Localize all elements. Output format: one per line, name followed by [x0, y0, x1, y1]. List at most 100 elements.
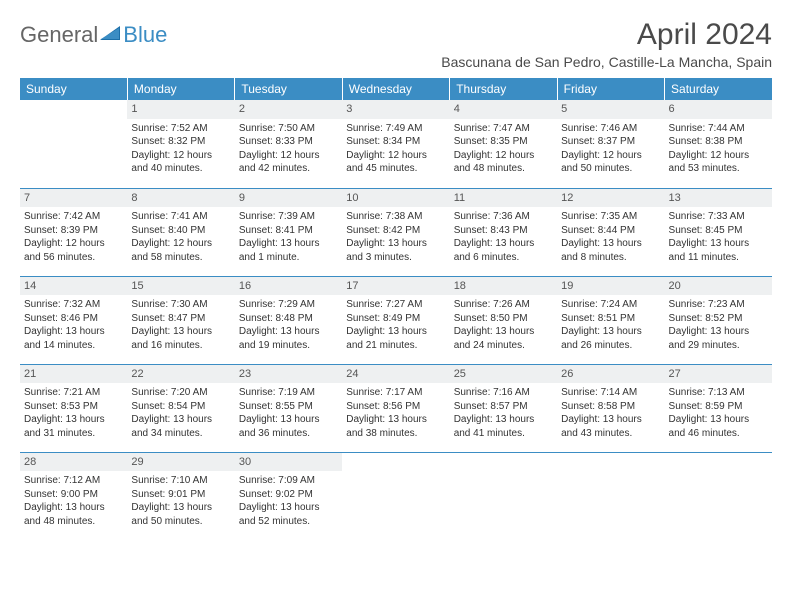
sunset-text: Sunset: 8:39 PM	[24, 224, 123, 238]
calendar-week-row: 14Sunrise: 7:32 AMSunset: 8:46 PMDayligh…	[20, 276, 772, 364]
sunset-text: Sunset: 8:57 PM	[454, 400, 553, 414]
sunset-text: Sunset: 9:01 PM	[131, 488, 230, 502]
daylight-text: Daylight: 13 hours and 46 minutes.	[669, 413, 768, 440]
calendar-cell: 8Sunrise: 7:41 AMSunset: 8:40 PMDaylight…	[127, 188, 234, 276]
calendar-cell: 7Sunrise: 7:42 AMSunset: 8:39 PMDaylight…	[20, 188, 127, 276]
daylight-text: Daylight: 13 hours and 11 minutes.	[669, 237, 768, 264]
calendar-cell	[20, 100, 127, 188]
daylight-text: Daylight: 13 hours and 6 minutes.	[454, 237, 553, 264]
sunset-text: Sunset: 8:40 PM	[131, 224, 230, 238]
sunset-text: Sunset: 8:53 PM	[24, 400, 123, 414]
calendar-week-row: 1Sunrise: 7:52 AMSunset: 8:32 PMDaylight…	[20, 100, 772, 188]
daylight-text: Daylight: 13 hours and 36 minutes.	[239, 413, 338, 440]
day-number: 7	[20, 189, 127, 208]
sunset-text: Sunset: 8:47 PM	[131, 312, 230, 326]
sunset-text: Sunset: 9:00 PM	[24, 488, 123, 502]
day-number: 27	[665, 365, 772, 384]
daylight-text: Daylight: 12 hours and 56 minutes.	[24, 237, 123, 264]
sunrise-text: Sunrise: 7:10 AM	[131, 474, 230, 488]
sunset-text: Sunset: 8:49 PM	[346, 312, 445, 326]
sunrise-text: Sunrise: 7:46 AM	[561, 122, 660, 136]
sunset-text: Sunset: 8:35 PM	[454, 135, 553, 149]
day-number: 30	[235, 453, 342, 472]
calendar-cell: 17Sunrise: 7:27 AMSunset: 8:49 PMDayligh…	[342, 276, 449, 364]
calendar-cell: 1 Sunrise: 7:52 AMSunset: 8:32 PMDaylight…	[127, 100, 234, 188]
header: General Blue April 2024 Bascunana de San…	[20, 18, 772, 70]
daylight-text: Daylight: 13 hours and 31 minutes.	[24, 413, 123, 440]
day-header: Saturday	[665, 78, 772, 100]
sunset-text: Sunset: 8:42 PM	[346, 224, 445, 238]
sunrise-text: Sunrise: 7:09 AM	[239, 474, 338, 488]
day-number: 5	[557, 100, 664, 119]
sunrise-text: Sunrise: 7:33 AM	[669, 210, 768, 224]
day-number: 21	[20, 365, 127, 384]
sunset-text: Sunset: 8:58 PM	[561, 400, 660, 414]
day-header: Thursday	[450, 78, 557, 100]
calendar-cell: 16Sunrise: 7:29 AMSunset: 8:48 PMDayligh…	[235, 276, 342, 364]
sunrise-text: Sunrise: 7:26 AM	[454, 298, 553, 312]
calendar-cell: 24Sunrise: 7:17 AMSunset: 8:56 PMDayligh…	[342, 364, 449, 452]
calendar-cell: 21Sunrise: 7:21 AMSunset: 8:53 PMDayligh…	[20, 364, 127, 452]
day-number: 16	[235, 277, 342, 296]
sunrise-text: Sunrise: 7:13 AM	[669, 386, 768, 400]
calendar-cell	[665, 452, 772, 540]
day-number: 1	[127, 100, 234, 119]
sunset-text: Sunset: 8:46 PM	[24, 312, 123, 326]
sunrise-text: Sunrise: 7:52 AM	[131, 122, 230, 136]
calendar-week-row: 7Sunrise: 7:42 AMSunset: 8:39 PMDaylight…	[20, 188, 772, 276]
day-number: 4	[450, 100, 557, 119]
daylight-text: Daylight: 12 hours and 40 minutes.	[131, 149, 230, 176]
day-number: 14	[20, 277, 127, 296]
sunset-text: Sunset: 8:41 PM	[239, 224, 338, 238]
daylight-text: Daylight: 12 hours and 50 minutes.	[561, 149, 660, 176]
calendar-cell: 29Sunrise: 7:10 AMSunset: 9:01 PMDayligh…	[127, 452, 234, 540]
day-number: 29	[127, 453, 234, 472]
day-number: 26	[557, 365, 664, 384]
calendar-cell: 9Sunrise: 7:39 AMSunset: 8:41 PMDaylight…	[235, 188, 342, 276]
daylight-text: Daylight: 13 hours and 14 minutes.	[24, 325, 123, 352]
calendar-week-row: 21Sunrise: 7:21 AMSunset: 8:53 PMDayligh…	[20, 364, 772, 452]
day-number: 19	[557, 277, 664, 296]
sunrise-text: Sunrise: 7:44 AM	[669, 122, 768, 136]
sunset-text: Sunset: 8:52 PM	[669, 312, 768, 326]
day-number: 6	[665, 100, 772, 119]
sunrise-text: Sunrise: 7:19 AM	[239, 386, 338, 400]
day-header: Sunday	[20, 78, 127, 100]
daylight-text: Daylight: 12 hours and 48 minutes.	[454, 149, 553, 176]
day-number: 18	[450, 277, 557, 296]
calendar-cell: 4Sunrise: 7:47 AMSunset: 8:35 PMDaylight…	[450, 100, 557, 188]
sunrise-text: Sunrise: 7:23 AM	[669, 298, 768, 312]
day-number: 8	[127, 189, 234, 208]
daylight-text: Daylight: 13 hours and 41 minutes.	[454, 413, 553, 440]
day-header: Monday	[127, 78, 234, 100]
sunset-text: Sunset: 8:34 PM	[346, 135, 445, 149]
sunset-text: Sunset: 8:48 PM	[239, 312, 338, 326]
logo-text-b: Blue	[123, 22, 167, 48]
sunset-text: Sunset: 8:32 PM	[131, 135, 230, 149]
calendar-cell: 15Sunrise: 7:30 AMSunset: 8:47 PMDayligh…	[127, 276, 234, 364]
sunset-text: Sunset: 8:38 PM	[669, 135, 768, 149]
sunset-text: Sunset: 9:02 PM	[239, 488, 338, 502]
calendar-cell: 14Sunrise: 7:32 AMSunset: 8:46 PMDayligh…	[20, 276, 127, 364]
daylight-text: Daylight: 13 hours and 24 minutes.	[454, 325, 553, 352]
calendar-cell: 10Sunrise: 7:38 AMSunset: 8:42 PMDayligh…	[342, 188, 449, 276]
day-number: 15	[127, 277, 234, 296]
logo-text-a: General	[20, 22, 98, 48]
daylight-text: Daylight: 13 hours and 52 minutes.	[239, 501, 338, 528]
sunset-text: Sunset: 8:37 PM	[561, 135, 660, 149]
daylight-text: Daylight: 12 hours and 53 minutes.	[669, 149, 768, 176]
daylight-text: Daylight: 13 hours and 34 minutes.	[131, 413, 230, 440]
sunset-text: Sunset: 8:56 PM	[346, 400, 445, 414]
day-number: 28	[20, 453, 127, 472]
calendar-cell: 19Sunrise: 7:24 AMSunset: 8:51 PMDayligh…	[557, 276, 664, 364]
sunrise-text: Sunrise: 7:20 AM	[131, 386, 230, 400]
day-number: 2	[235, 100, 342, 119]
day-number: 13	[665, 189, 772, 208]
calendar-week-row: 28Sunrise: 7:12 AMSunset: 9:00 PMDayligh…	[20, 452, 772, 540]
title-block: April 2024 Bascunana de San Pedro, Casti…	[441, 18, 772, 70]
location: Bascunana de San Pedro, Castille-La Manc…	[441, 54, 772, 70]
sunrise-text: Sunrise: 7:17 AM	[346, 386, 445, 400]
daylight-text: Daylight: 13 hours and 26 minutes.	[561, 325, 660, 352]
sunset-text: Sunset: 8:44 PM	[561, 224, 660, 238]
month-title: April 2024	[441, 18, 772, 52]
